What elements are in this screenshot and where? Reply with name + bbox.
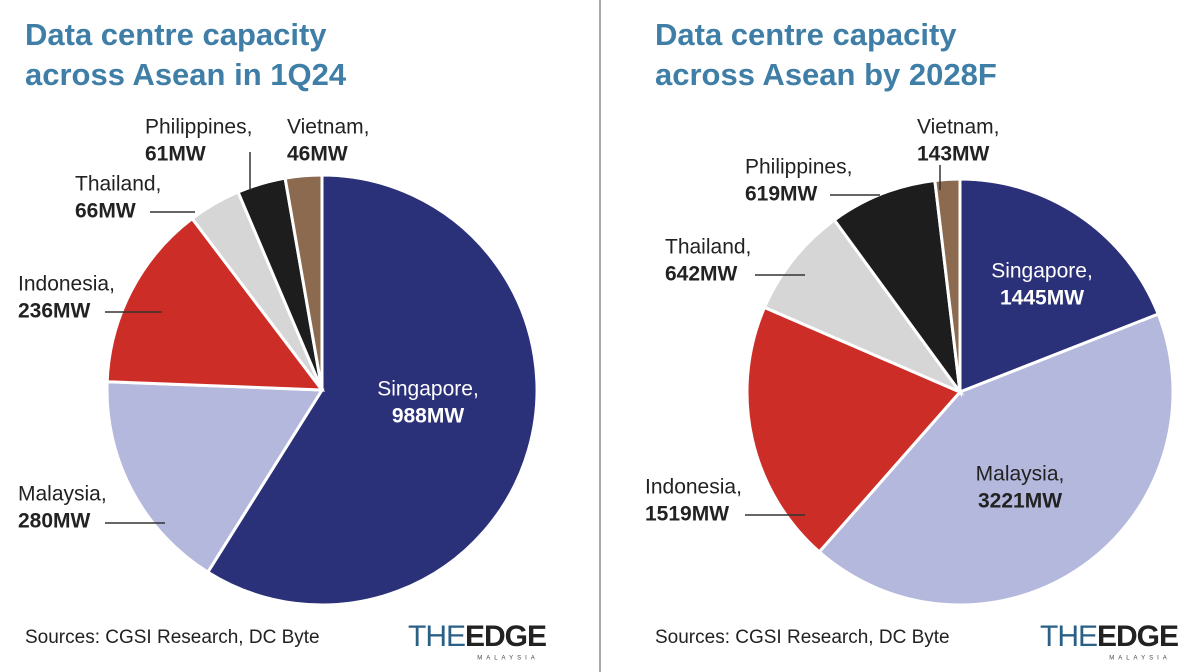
brand-the: THE xyxy=(408,620,465,653)
value-label: 1445MW xyxy=(1000,287,1084,310)
value-label: 61MW xyxy=(145,143,206,166)
pie-slice xyxy=(105,380,325,575)
slice-label: Indonesia, xyxy=(645,476,742,499)
pie-slice xyxy=(283,173,324,391)
brand-logo: THEEDGE xyxy=(1040,620,1178,653)
pie-slice xyxy=(832,178,963,398)
brand-edge: EDGE xyxy=(465,620,546,653)
brand-logo: THEEDGE xyxy=(408,620,546,653)
slice-label: Vietnam, xyxy=(917,116,1000,139)
pie-slice xyxy=(745,305,963,555)
chart-title: Data centre capacity xyxy=(25,17,327,52)
slice-label: Vietnam, xyxy=(287,116,370,139)
source-note: Sources: CGSI Research, DC Byte xyxy=(655,627,950,648)
value-label: 236MW xyxy=(18,300,91,323)
pie-slice xyxy=(958,177,1161,395)
slice-label: Malaysia, xyxy=(976,463,1065,486)
value-label: 619MW xyxy=(745,183,818,206)
pie-slice xyxy=(205,173,539,607)
value-label: 280MW xyxy=(18,510,91,533)
pie-slice xyxy=(762,217,965,396)
value-label: 3221MW xyxy=(978,490,1062,513)
value-label: 1519MW xyxy=(645,503,729,526)
brand-edge: EDGE xyxy=(1097,620,1178,653)
chart-title: Data centre capacity xyxy=(655,17,957,52)
slice-label: Singapore, xyxy=(377,378,479,401)
value-label: 988MW xyxy=(392,405,465,428)
brand-sub: MALAYSIA xyxy=(1109,656,1171,662)
slice-label: Indonesia, xyxy=(18,273,115,296)
slice-label: Philippines, xyxy=(145,116,252,139)
value-label: 66MW xyxy=(75,200,136,223)
pie-slice xyxy=(817,312,1175,607)
slice-label: Thailand, xyxy=(75,173,161,196)
slice-label: Singapore, xyxy=(991,260,1093,283)
slice-label: Thailand, xyxy=(665,236,751,259)
slice-label: Philippines, xyxy=(745,156,852,179)
pie-slice xyxy=(105,216,326,392)
brand-the: THE xyxy=(1040,620,1097,653)
source-note: Sources: CGSI Research, DC Byte xyxy=(25,627,320,648)
value-label: 642MW xyxy=(665,263,738,286)
value-label: 143MW xyxy=(917,143,990,166)
slice-label: Malaysia, xyxy=(18,483,107,506)
chart-title: across Asean by 2028F xyxy=(655,57,997,92)
chart-title: across Asean in 1Q24 xyxy=(25,57,347,92)
pie-slice xyxy=(933,177,962,393)
brand-sub: MALAYSIA xyxy=(477,656,539,662)
value-label: 46MW xyxy=(287,143,348,166)
